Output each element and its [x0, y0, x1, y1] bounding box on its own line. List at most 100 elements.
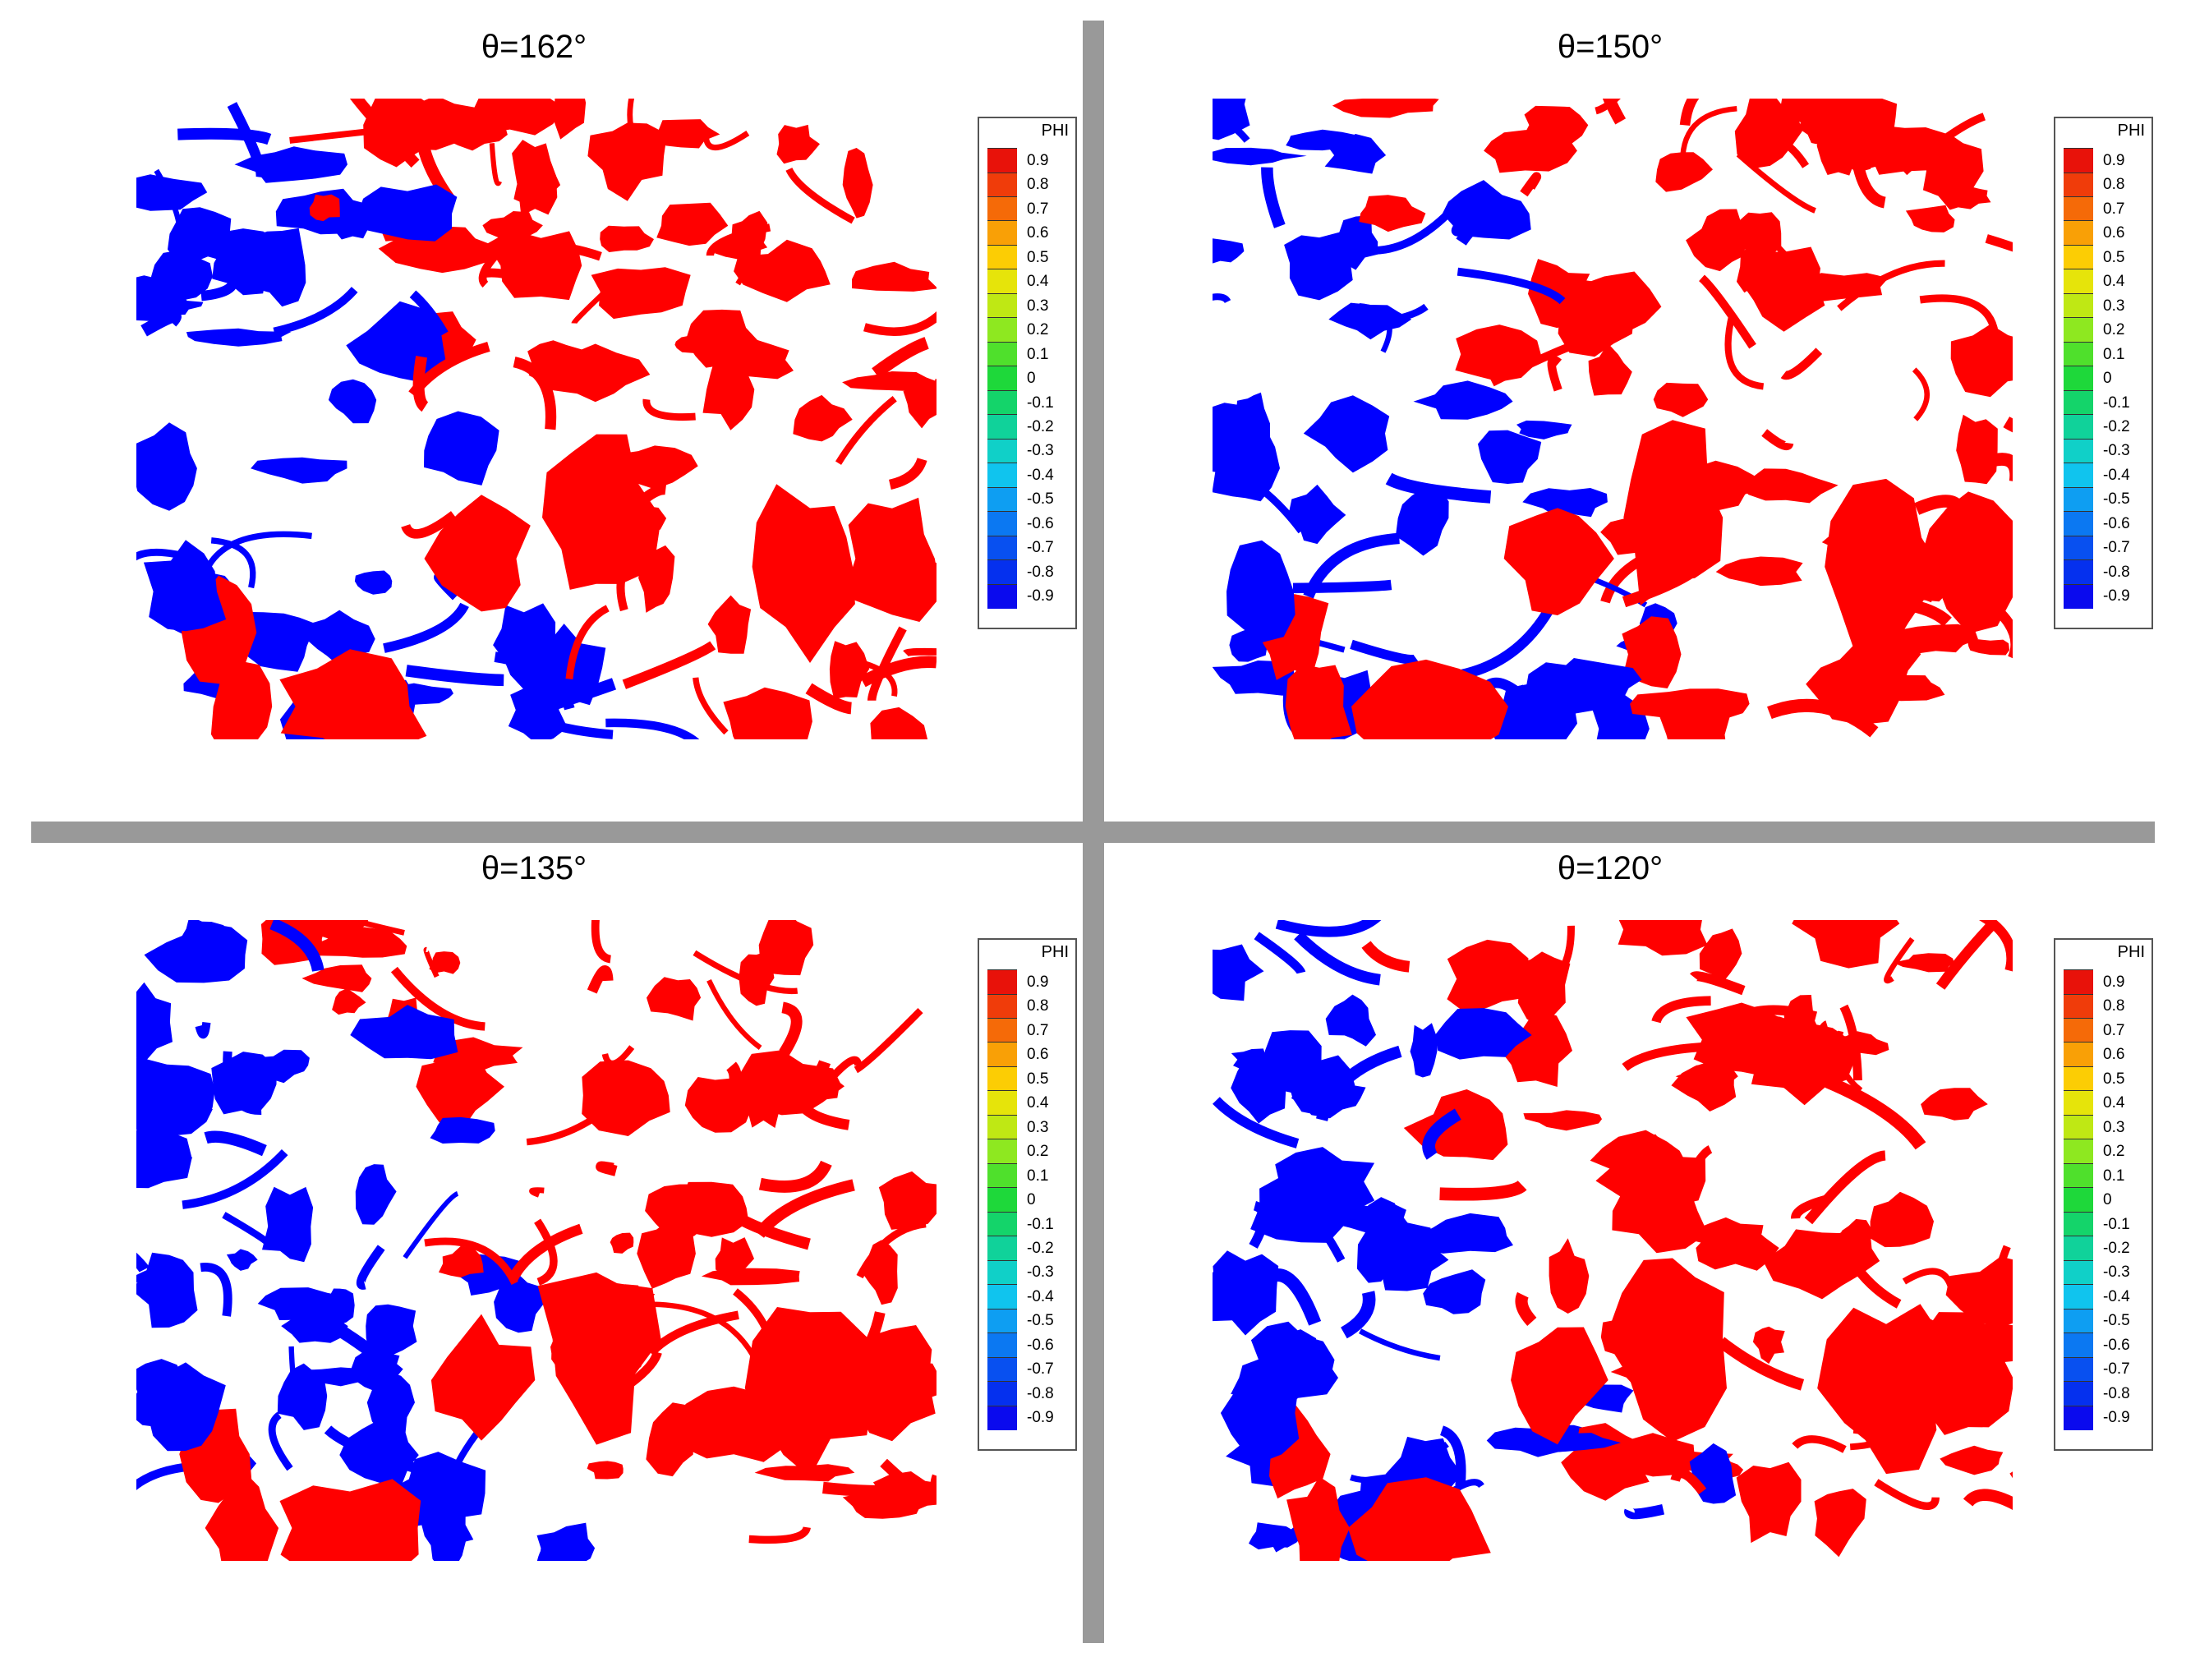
- colorbar-tick-label: -0.2: [1027, 1239, 1054, 1257]
- red-phase-region: [1618, 920, 1708, 956]
- pore-channel: [405, 665, 504, 687]
- red-phase-region: [645, 1184, 713, 1241]
- blue-phase-region: [1226, 540, 1295, 643]
- colorbar-scale: [987, 969, 1017, 1430]
- colorbar-scale: [2064, 969, 2093, 1430]
- pore-channel: [222, 1212, 273, 1249]
- red-phase-region: [1499, 1009, 1572, 1087]
- blue-phase-region: [355, 1164, 397, 1225]
- red-phase-region: [424, 495, 531, 612]
- colorbar-segment: [987, 244, 1017, 269]
- colorbar-tick-label: 0.4: [2103, 1094, 2125, 1112]
- red-phase-region: [1736, 1461, 1802, 1544]
- colorbar-segment: [987, 1017, 1017, 1043]
- contact-angle-panel: θ=135° PHI 0.9 0.8 0.7 0.6 0.5 0.4 0.3 0.2 0.1 0 -0.…: [0, 822, 1077, 1602]
- colorbar-tick-label: 0: [1027, 370, 1036, 387]
- red-phase-region: [1956, 414, 1998, 485]
- red-phase-region: [555, 99, 587, 140]
- pore-channel: [601, 1045, 635, 1067]
- colorbar-segment: [987, 172, 1017, 197]
- colorbar-tick-label: 0.7: [1027, 200, 1049, 218]
- colorbar-tick-label: 0.5: [1027, 248, 1049, 266]
- red-phase-region: [210, 659, 273, 739]
- colorbar-tick-label: 0.5: [2103, 1070, 2125, 1088]
- colorbar-segment: [987, 559, 1017, 585]
- colorbar-segment: [2064, 486, 2093, 512]
- pore-channel: [1717, 1337, 1805, 1391]
- colorbar-segment: [987, 993, 1017, 1019]
- colorbar-segment: [2064, 583, 2093, 609]
- colorbar-segment: [987, 438, 1017, 463]
- colorbar-tick-label: -0.7: [1027, 1360, 1054, 1379]
- pore-channel: [1595, 99, 1622, 115]
- colorbar-segment: [2064, 196, 2093, 221]
- colorbar-segment: [987, 1332, 1017, 1358]
- pore-channel: [758, 1160, 832, 1193]
- colorbar-segment: [2064, 414, 2093, 440]
- blue-phase-region: [1413, 380, 1513, 420]
- red-phase-region: [1940, 1445, 2004, 1475]
- colorbar-tick-label: -0.6: [2103, 1336, 2130, 1354]
- pore-channel: [693, 677, 729, 735]
- pore-channel: [794, 1060, 831, 1099]
- pore-channel: [863, 311, 937, 336]
- pore-channel: [478, 226, 526, 288]
- pore-channel: [1294, 931, 1381, 986]
- colorbar-segment: [2064, 148, 2093, 173]
- blue-phase-region: [430, 1116, 495, 1144]
- colorbar-segment: [987, 196, 1017, 221]
- pore-channel: [288, 1346, 308, 1421]
- blue-phase-region: [366, 1304, 417, 1357]
- colorbar-tick-label: 0.7: [2103, 1021, 2125, 1039]
- red-phase-region: [758, 920, 814, 976]
- blue-phase-region: [1213, 147, 1307, 166]
- colorbar-segment: [2064, 1356, 2093, 1382]
- pore-channel: [486, 268, 559, 295]
- blue-phase-region: [1213, 426, 1280, 502]
- colorbar-tick-label: -0.2: [2103, 1239, 2130, 1257]
- blue-phase-region: [251, 457, 347, 484]
- colorbar-tick-label: -0.1: [2103, 394, 2130, 412]
- pore-channel: [846, 656, 898, 697]
- red-phase-region: [1812, 99, 1898, 151]
- colorbar-tick-label: -0.5: [1027, 1312, 1054, 1330]
- colorbar-tick-label: -0.9: [1027, 1409, 1054, 1427]
- colorbar-tick-label: -0.9: [2103, 587, 2130, 605]
- contact-angle-panel: θ=120° PHI 0.9 0.8 0.7 0.6 0.5 0.4 0.3 0.2 0.1 0 -0.…: [1076, 822, 2153, 1602]
- pore-channel: [1368, 303, 1429, 327]
- colorbar-tick-label: 0.8: [1027, 176, 1049, 194]
- colorbar-tick-label: -0.2: [1027, 417, 1054, 435]
- colorbar-tick-label: 0.6: [2103, 1046, 2125, 1064]
- red-phase-region: [1549, 1238, 1590, 1314]
- pore-channel: [1213, 1097, 1300, 1148]
- pore-channel: [301, 1305, 403, 1379]
- blue-phase-region: [494, 1274, 545, 1333]
- colorbar-tick-label: -0.3: [1027, 1263, 1054, 1282]
- colorbar-segment: [987, 1259, 1017, 1285]
- colorbar-tick-label: 0.7: [1027, 1021, 1049, 1039]
- pore-channel: [1443, 606, 1554, 684]
- blue-phase-region: [1325, 994, 1376, 1047]
- red-phase-region: [439, 1245, 484, 1277]
- pore-channel: [622, 641, 716, 689]
- red-phase-region: [1503, 508, 1614, 615]
- red-phase-region: [1653, 382, 1709, 417]
- pore-channel: [1736, 152, 1816, 214]
- blue-phase-region: [1516, 420, 1572, 440]
- red-phase-region: [744, 1307, 874, 1478]
- colorbar-tick-label: 0.3: [1027, 297, 1049, 315]
- colorbar-tick-label: 0.3: [1027, 1118, 1049, 1136]
- pore-channel: [529, 1187, 545, 1198]
- pore-channel: [1385, 472, 1492, 504]
- phase-field-plot: [1213, 920, 2013, 1561]
- pore-channel: [706, 1061, 742, 1132]
- pore-channel: [356, 1245, 385, 1290]
- pore-channel: [571, 280, 617, 324]
- red-phase-region: [416, 1042, 504, 1132]
- blue-phase-region: [181, 920, 224, 960]
- red-phase-region: [1752, 1326, 1785, 1365]
- colorbar-tick-label: 0.1: [2103, 1167, 2125, 1185]
- blue-phase-region: [136, 1252, 198, 1328]
- pore-channel: [507, 1223, 583, 1282]
- blue-phase-region: [430, 1508, 467, 1561]
